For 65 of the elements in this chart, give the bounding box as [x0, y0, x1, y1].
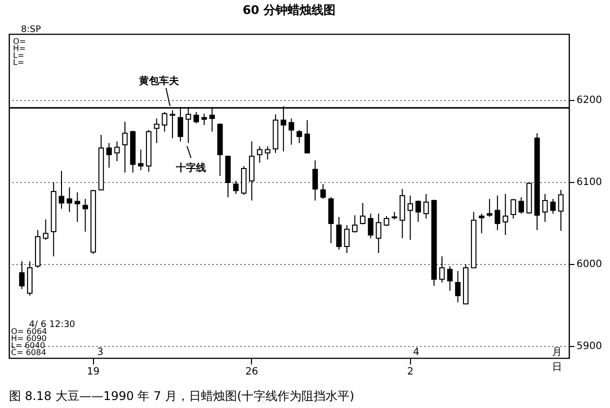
candlestick [256, 146, 262, 164]
annotation: 3 [97, 347, 104, 358]
candlestick [423, 193, 429, 220]
annotation: L= [13, 51, 24, 60]
candlestick [384, 216, 390, 226]
y-tick-label: 5900 [576, 341, 602, 352]
candlestick [478, 213, 484, 234]
candlestick [288, 118, 294, 146]
y-tick-label: 6100 [576, 177, 602, 188]
annotation: O= [13, 37, 26, 46]
caption: 图 8.18 大豆——1990 年 7 月，日蜡烛图(十字线作为阻挡水平) [9, 389, 354, 403]
candlestick [201, 113, 207, 126]
annotation: L= [13, 58, 24, 67]
candlestick [455, 270, 461, 303]
annotation: 月 [552, 347, 562, 358]
candlestick [486, 198, 492, 218]
candlestick [66, 186, 72, 212]
candlestick [558, 189, 564, 232]
annotation: 黄包车夫 [138, 75, 180, 87]
candlestick [376, 213, 382, 254]
candlestick [518, 196, 524, 214]
candlestick [447, 266, 453, 292]
candlestick [74, 192, 80, 222]
candlestick [304, 120, 310, 154]
candlestick [114, 140, 120, 162]
annotation: L= 6040 [11, 341, 46, 350]
candlestick [344, 224, 350, 254]
candlestick [170, 110, 176, 139]
annotation: H= 6090 [11, 334, 47, 343]
candlestick [542, 193, 548, 222]
chart-title: 60 分钟蜡烛线图 [242, 3, 336, 17]
candlestick [360, 202, 366, 225]
candlestick [502, 193, 508, 236]
y-tick-label: 6200 [576, 95, 602, 106]
annotation: H= [13, 44, 26, 53]
annotation: 4 [413, 347, 420, 358]
candlestick [312, 160, 318, 202]
x-tick-label: 2 [407, 366, 414, 378]
candlestick [162, 111, 168, 132]
candlestick [122, 121, 128, 174]
candlestick [154, 118, 160, 144]
x-tick-label: 19 [86, 366, 100, 378]
candlestick [82, 198, 88, 232]
candlestick [550, 198, 556, 214]
candlestick [368, 213, 374, 239]
y-tick-label: 6000 [576, 259, 602, 270]
candlestick [264, 146, 270, 160]
text: 日 [552, 362, 562, 373]
candlestick [320, 184, 326, 200]
candlestick [510, 198, 516, 220]
annotation: O= 6064 [11, 327, 47, 336]
candlestick [352, 214, 358, 233]
candlestick [138, 149, 144, 171]
candlestick [494, 195, 500, 231]
candlestick [106, 142, 112, 168]
annotation: 8:SP [21, 25, 42, 35]
annotation: 十字线 [175, 162, 206, 174]
candlestick [296, 129, 302, 144]
candlestick [42, 218, 48, 240]
x-tick-label: 26 [245, 366, 258, 378]
candlestick [194, 111, 200, 124]
candlestick [408, 195, 414, 240]
candlestick [415, 200, 421, 222]
candlestick [336, 216, 342, 250]
annotation: C= 6084 [11, 348, 46, 357]
